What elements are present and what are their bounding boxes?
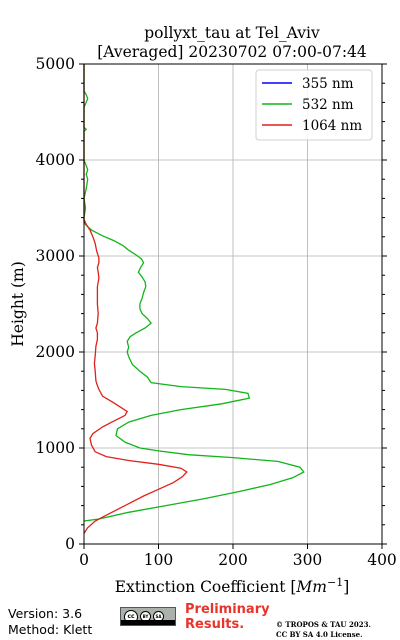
- preliminary-line-1: Preliminary: [185, 602, 270, 617]
- legend-label: 532 nm: [302, 97, 354, 113]
- y-tick-label: 1000: [36, 439, 75, 457]
- chart-subtitle: [Averaged] 20230702 07:00-07:44: [97, 43, 367, 61]
- license-text: © TROPOS & TAU 2023. CC BY SA 4.0 Licens…: [276, 620, 371, 639]
- x-tick-label: 100: [144, 551, 174, 569]
- x-axis-label: Extinction Coefficient [Mm−1]: [115, 576, 350, 596]
- series-line-532-nm: [83, 64, 305, 522]
- x-tick-label: 0: [79, 551, 89, 569]
- cc-license-badge: cc BY SA: [120, 607, 176, 626]
- legend-box: [255, 69, 373, 141]
- chart-title: pollyxt_tau at Tel_Aviv: [144, 24, 320, 42]
- series-lines: [83, 64, 305, 534]
- x-tick-label: 200: [218, 551, 248, 569]
- version-text: Version: 3.6: [8, 606, 83, 621]
- y-tick-label: 5000: [36, 55, 75, 73]
- x-tick-label: 400: [367, 551, 397, 569]
- y-axis-label: Height (m): [9, 261, 27, 347]
- legend: 355 nm 532 nm 1064 nm: [255, 69, 373, 141]
- y-tick-label: 0: [65, 535, 75, 553]
- cc-badge-stripe: [121, 620, 175, 625]
- method-text: Method: Klett: [8, 622, 93, 637]
- preliminary-results-note: Preliminary Results.: [185, 602, 270, 632]
- y-tick-label: 3000: [36, 247, 75, 265]
- legend-label: 355 nm: [302, 76, 354, 92]
- legend-label: 1064 nm: [302, 118, 362, 134]
- y-tick-label: 2000: [36, 343, 75, 361]
- license-line-2: CC BY SA 4.0 License.: [276, 629, 363, 639]
- series-line-1064-nm: [83, 64, 188, 534]
- license-line-1: © TROPOS & TAU 2023.: [276, 620, 371, 629]
- y-tick-label: 4000: [36, 151, 75, 169]
- x-tick-label: 300: [293, 551, 323, 569]
- preliminary-line-2: Results.: [185, 617, 245, 632]
